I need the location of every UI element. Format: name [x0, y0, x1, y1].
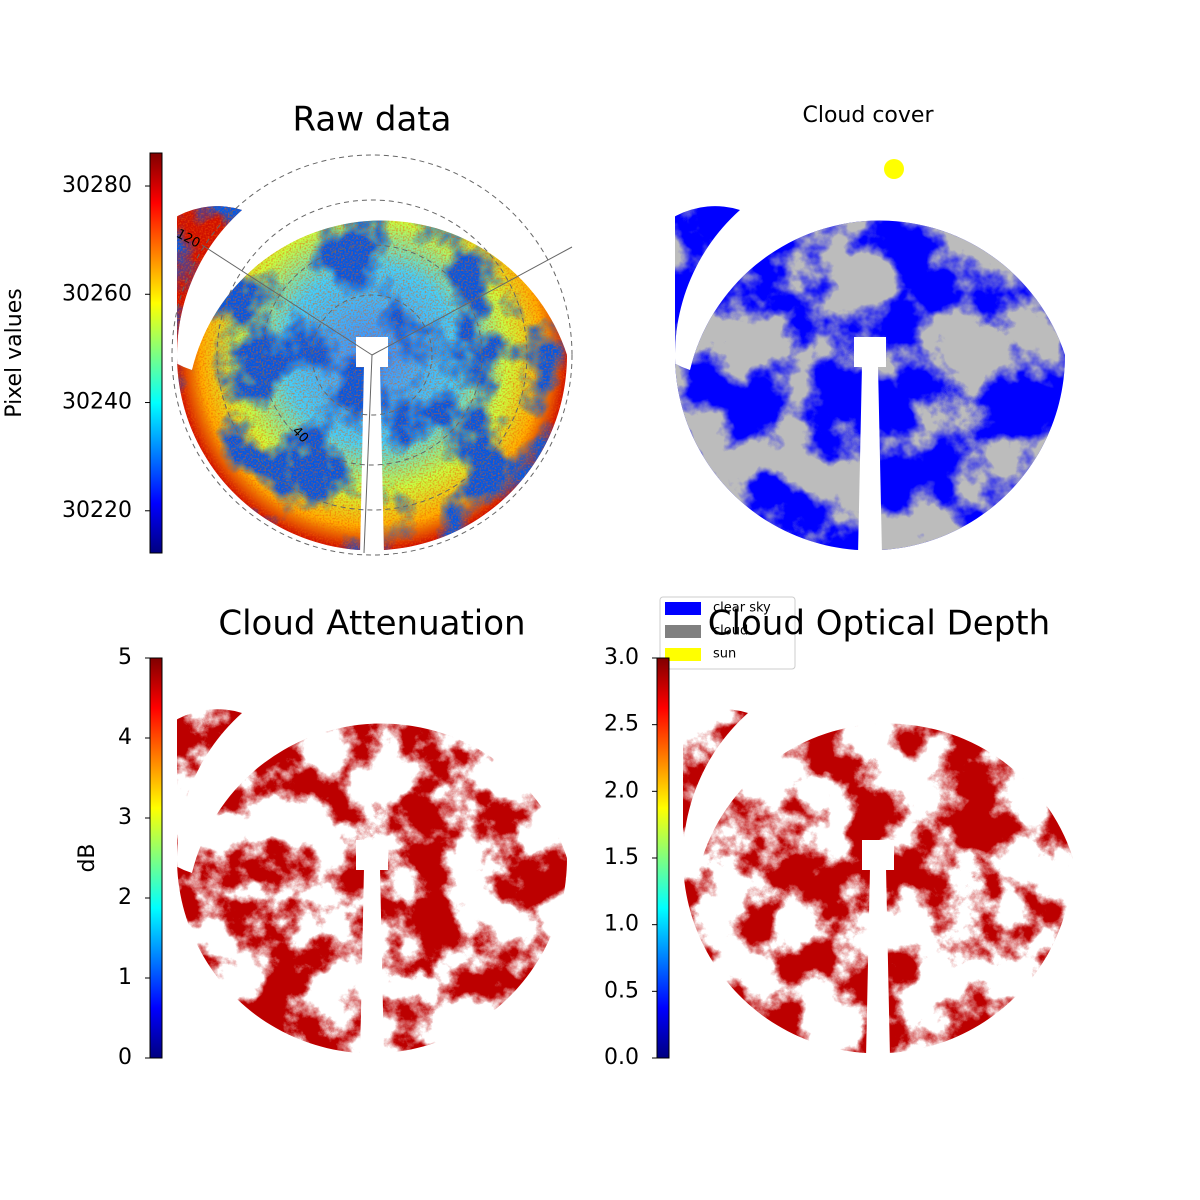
colorbar-tick-label: 1	[118, 965, 132, 990]
polar-ring	[311, 294, 433, 416]
colorbar-tick-label: 2	[118, 885, 132, 910]
legend-label: clear sky	[713, 601, 771, 616]
colorbar-tick-label: 2.5	[604, 712, 639, 737]
colorbar	[149, 152, 163, 554]
panel-title: Cloud Attenuation	[218, 604, 525, 644]
mast-head	[356, 840, 388, 870]
panel-title: Cloud Optical Depth	[708, 604, 1050, 644]
colorbar	[149, 657, 163, 1059]
mast-head	[862, 840, 894, 870]
legend-label: cloud	[713, 624, 748, 639]
polar-spoke	[371, 246, 573, 356]
sun	[884, 159, 904, 179]
mast	[866, 868, 890, 1058]
colorbar-label: dB	[75, 843, 100, 872]
polar-spoke	[363, 354, 373, 554]
mast-head	[854, 337, 886, 367]
colorbar-tick-label: 4	[118, 725, 132, 750]
polar-ring	[216, 199, 528, 511]
legend-swatch	[665, 602, 701, 615]
colorbar-tick-label: 30280	[62, 173, 132, 198]
colorbar-tick-label: 1.0	[604, 912, 639, 937]
polar-ring	[171, 154, 573, 556]
mast	[360, 365, 384, 555]
legend-swatch	[665, 648, 701, 661]
colorbar-tick-label: 0.5	[604, 978, 639, 1003]
colorbar-tick-label: 1.5	[604, 845, 639, 870]
polar-ring	[261, 244, 483, 466]
colorbar-tick-label: 5	[118, 645, 132, 670]
panel-title: Raw data	[293, 100, 452, 140]
colorbar-tick-label: 30260	[62, 281, 132, 306]
mast	[360, 868, 384, 1058]
polar-spoke	[201, 244, 373, 356]
colorbar	[656, 657, 670, 1059]
colorbar-tick-label: 3	[118, 805, 132, 830]
colorbar-tick-label: 3.0	[604, 645, 639, 670]
mast	[858, 365, 882, 555]
panel-title: Cloud cover	[803, 103, 935, 128]
colorbar-tick-label: 30220	[62, 498, 132, 523]
colorbar-label: Pixel values	[2, 288, 27, 417]
legend-label: sun	[713, 647, 736, 662]
colorbar-tick-label: 2.0	[604, 778, 639, 803]
colorbar-tick-label: 0	[118, 1045, 132, 1070]
legend-swatch	[665, 625, 701, 638]
colorbar-tick-label: 0.0	[604, 1045, 639, 1070]
colorbar-tick-label: 30240	[62, 390, 132, 415]
